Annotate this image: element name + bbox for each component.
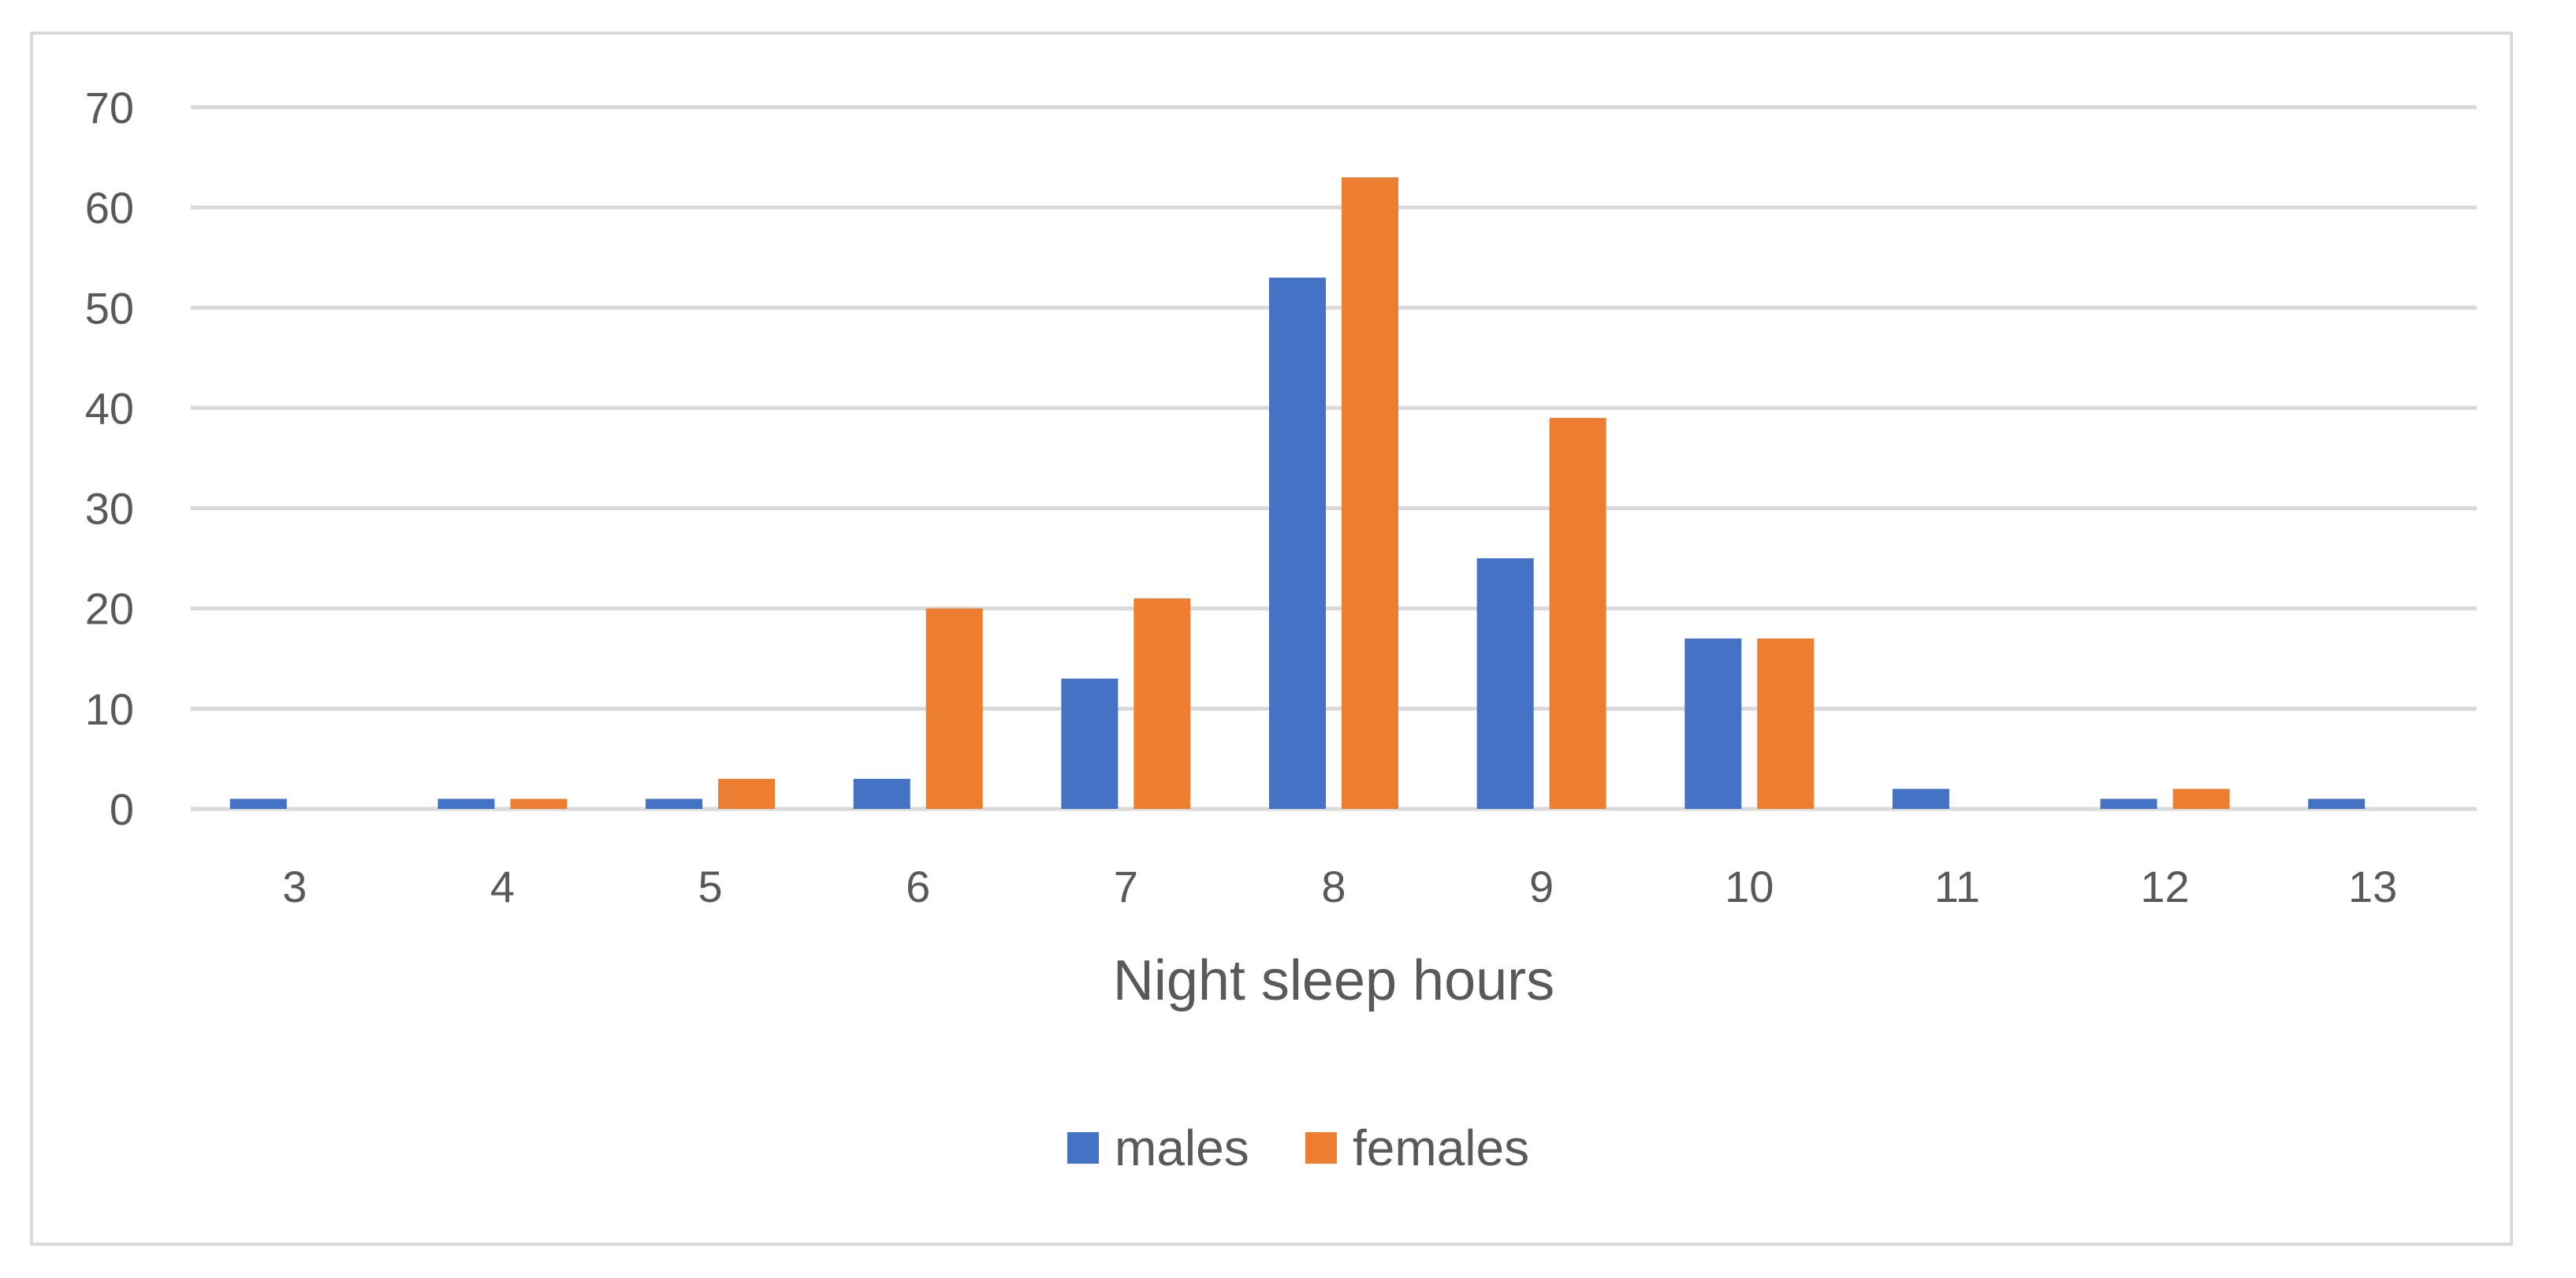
bar-males-3 bbox=[229, 799, 287, 809]
bar-males-8 bbox=[1269, 278, 1326, 810]
bar-females-5 bbox=[718, 778, 776, 809]
x-tick-label: 9 bbox=[1529, 862, 1554, 911]
x-tick-label: 5 bbox=[698, 862, 723, 911]
y-tick-label: 10 bbox=[85, 684, 134, 734]
legend-swatch-males bbox=[1067, 1132, 1099, 1164]
y-tick-label: 70 bbox=[85, 83, 134, 132]
bar-females-12 bbox=[2172, 788, 2230, 809]
x-tick-label: 8 bbox=[1321, 862, 1346, 911]
bar-males-11 bbox=[1892, 788, 1949, 809]
x-tick-label: 12 bbox=[2140, 862, 2189, 911]
gridlines bbox=[191, 105, 2477, 811]
bar-females-4 bbox=[510, 799, 568, 809]
bar-males-6 bbox=[853, 778, 910, 809]
chart-container: 0 10 20 30 40 50 60 70 3 4 5 6 7 8 9 10 11 12 13 Night sl… bbox=[30, 32, 2513, 1246]
bar-males-7 bbox=[1061, 678, 1119, 809]
bar-males-5 bbox=[646, 799, 703, 809]
bar-males-9 bbox=[1476, 558, 1534, 809]
legend: males females bbox=[1067, 1120, 1529, 1176]
legend-label-females: females bbox=[1353, 1120, 1529, 1176]
bar-females-6 bbox=[925, 608, 983, 809]
x-axis-ticks: 3 4 5 6 7 8 9 10 11 12 13 bbox=[282, 862, 2397, 911]
x-tick-label: 6 bbox=[906, 862, 930, 911]
legend-label-males: males bbox=[1115, 1120, 1249, 1176]
y-tick-label: 30 bbox=[85, 484, 134, 534]
bar-chart: 0 10 20 30 40 50 60 70 3 4 5 6 7 8 9 10 11 12 13 Night sl… bbox=[85, 83, 2477, 1176]
y-tick-label: 60 bbox=[85, 183, 134, 233]
x-tick-label: 10 bbox=[1725, 862, 1774, 911]
bar-males-12 bbox=[2100, 799, 2157, 809]
x-tick-label: 3 bbox=[282, 862, 307, 911]
bar-males-4 bbox=[437, 799, 495, 809]
x-axis-title: Night sleep hours bbox=[1113, 949, 1554, 1012]
bar-males-13 bbox=[2308, 799, 2366, 809]
bar-females-10 bbox=[1757, 638, 1815, 809]
y-tick-label: 20 bbox=[85, 584, 134, 634]
x-tick-label: 4 bbox=[490, 862, 515, 911]
x-tick-label: 11 bbox=[1934, 862, 1980, 911]
x-tick-label: 13 bbox=[2348, 862, 2397, 911]
y-tick-label: 40 bbox=[85, 383, 134, 433]
bar-females-9 bbox=[1549, 418, 1606, 809]
bars bbox=[229, 177, 2366, 810]
y-tick-label: 0 bbox=[110, 784, 134, 834]
y-axis-ticks: 0 10 20 30 40 50 60 70 bbox=[85, 83, 134, 834]
bar-females-7 bbox=[1134, 598, 1191, 809]
bar-males-10 bbox=[1684, 638, 1742, 809]
legend-swatch-females bbox=[1305, 1132, 1337, 1164]
bar-females-8 bbox=[1342, 177, 1398, 809]
y-tick-label: 50 bbox=[85, 283, 134, 333]
x-tick-label: 7 bbox=[1114, 862, 1138, 911]
